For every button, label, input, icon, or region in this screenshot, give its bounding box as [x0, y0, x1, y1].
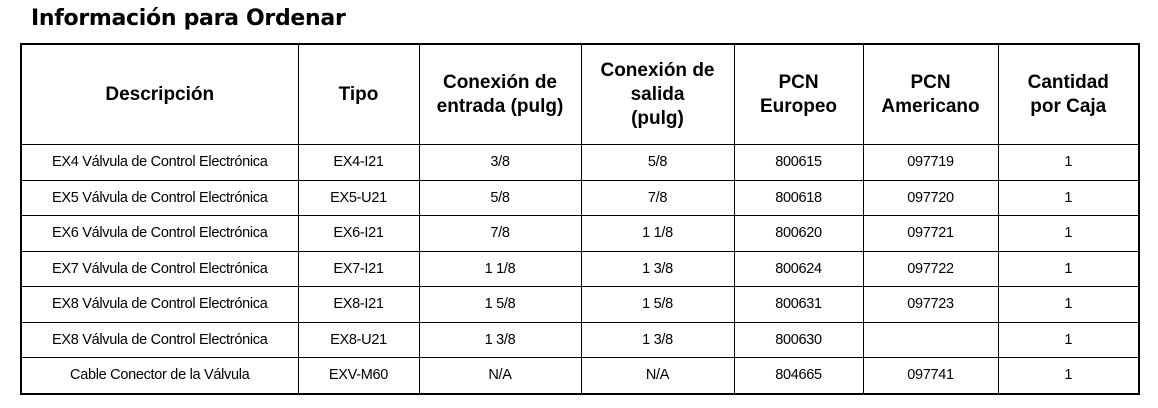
table-row: EX7 Válvula de Control Electrónica EX7-I2… — [20, 250, 1140, 287]
header-cell: PCN Americano — [862, 43, 999, 145]
table-cell: N/A — [580, 357, 735, 394]
table-cell: 1 — [997, 179, 1140, 216]
table-cell: EX6 Válvula de Control Electrónica — [20, 215, 299, 252]
table-cell: 800631 — [733, 286, 864, 323]
title: Información para Ordenar — [31, 6, 346, 31]
header-row: Descripción Tipo Conexión de entrada (pulg)… — [20, 43, 1140, 145]
table-cell: 1 3/8 — [580, 250, 735, 287]
header-cell: Conexión de entrada (pulg) — [418, 43, 582, 145]
table-cell: 1 5/8 — [418, 286, 582, 323]
table-cell: EX8-U21 — [297, 321, 420, 358]
table-cell: 5/8 — [580, 144, 735, 181]
table-cell: EX8-I21 — [297, 286, 420, 323]
table-cell: 800630 — [733, 321, 864, 358]
header-cell: Descripción — [20, 43, 299, 145]
header-cell: Conexión de salida (pulg) — [580, 43, 735, 145]
header-line: Conexión de — [600, 59, 715, 81]
header-line: entrada (pulg) — [436, 95, 564, 117]
header-line: Cantidad — [1027, 71, 1109, 93]
table-cell: EX5-U21 — [297, 179, 420, 216]
table-cell: 800624 — [733, 250, 864, 287]
table-cell: 1 — [997, 321, 1140, 358]
header-line: Descripción — [105, 83, 215, 105]
header-cell: Tipo — [297, 43, 420, 145]
table-cell: 7/8 — [580, 179, 735, 216]
table-cell: 1 1/8 — [580, 215, 735, 252]
table-cell: 097719 — [862, 144, 999, 181]
table-cell: 1 3/8 — [580, 321, 735, 358]
table-cell: 7/8 — [418, 215, 582, 252]
header-line: Tipo — [338, 83, 379, 105]
table-row: EX5 Válvula de Control Electrónica EX5-U2… — [20, 179, 1140, 216]
header-line: PCN — [910, 71, 951, 93]
table-cell: EX8 Válvula de Control Electrónica — [20, 321, 299, 358]
order-table: Descripción Tipo Conexión de entrada (pulg)… — [20, 43, 1140, 395]
header-line: salida — [630, 83, 685, 105]
table-cell: 1 1/8 — [418, 250, 582, 287]
table-cell: 1 3/8 — [418, 321, 582, 358]
table-cell: 1 — [997, 357, 1140, 394]
table-cell: 1 — [997, 215, 1140, 252]
table-row: Cable Conector de la Válvula EXV-M60 N/A N/… — [20, 357, 1140, 394]
header-line: Europeo — [759, 95, 838, 117]
table-cell: 097722 — [862, 250, 999, 287]
header-cell: PCN Europeo — [733, 43, 864, 145]
table-cell: EXV-M60 — [297, 357, 420, 394]
table-cell — [862, 321, 999, 358]
table-cell: Cable Conector de la Válvula — [20, 357, 299, 394]
header-line: Americano — [881, 95, 980, 117]
header-line: (pulg) — [631, 107, 684, 129]
table-row: EX8 Válvula de Control Electrónica EX8-I2… — [20, 286, 1140, 323]
header-cell: Cantidad por Caja — [997, 43, 1140, 145]
table-row: EX6 Válvula de Control Electrónica EX6-I2… — [20, 215, 1140, 252]
table-cell: 800615 — [733, 144, 864, 181]
table-body: EX4 Válvula de Control Electrónica EX4-I2… — [20, 144, 1140, 394]
table-cell: 097721 — [862, 215, 999, 252]
table-cell: 804665 — [733, 357, 864, 394]
table-cell: 097720 — [862, 179, 999, 216]
table-cell: 1 5/8 — [580, 286, 735, 323]
table-cell: EX4 Válvula de Control Electrónica — [20, 144, 299, 181]
table-cell: 1 — [997, 250, 1140, 287]
table-cell: EX7-I21 — [297, 250, 420, 287]
table-cell: EX5 Válvula de Control Electrónica — [20, 179, 299, 216]
table-cell: 1 — [997, 144, 1140, 181]
table-row: EX4 Válvula de Control Electrónica EX4-I2… — [20, 144, 1140, 181]
header-line: por Caja — [1030, 95, 1107, 117]
table-cell: 3/8 — [418, 144, 582, 181]
table-cell: 800620 — [733, 215, 864, 252]
table-cell: 5/8 — [418, 179, 582, 216]
table-cell: 097741 — [862, 357, 999, 394]
table-cell: EX7 Válvula de Control Electrónica — [20, 250, 299, 287]
table-cell: N/A — [418, 357, 582, 394]
table-row: EX8 Válvula de Control Electrónica EX8-U2… — [20, 321, 1140, 358]
header-line: PCN — [778, 71, 819, 93]
header-line: Conexión de — [442, 71, 557, 93]
table-cell: EX8 Válvula de Control Electrónica — [20, 286, 299, 323]
table-cell: 800618 — [733, 179, 864, 216]
table-cell: EX6-I21 — [297, 215, 420, 252]
table-cell: 1 — [997, 286, 1140, 323]
table-cell: 097723 — [862, 286, 999, 323]
table-cell: EX4-I21 — [297, 144, 420, 181]
